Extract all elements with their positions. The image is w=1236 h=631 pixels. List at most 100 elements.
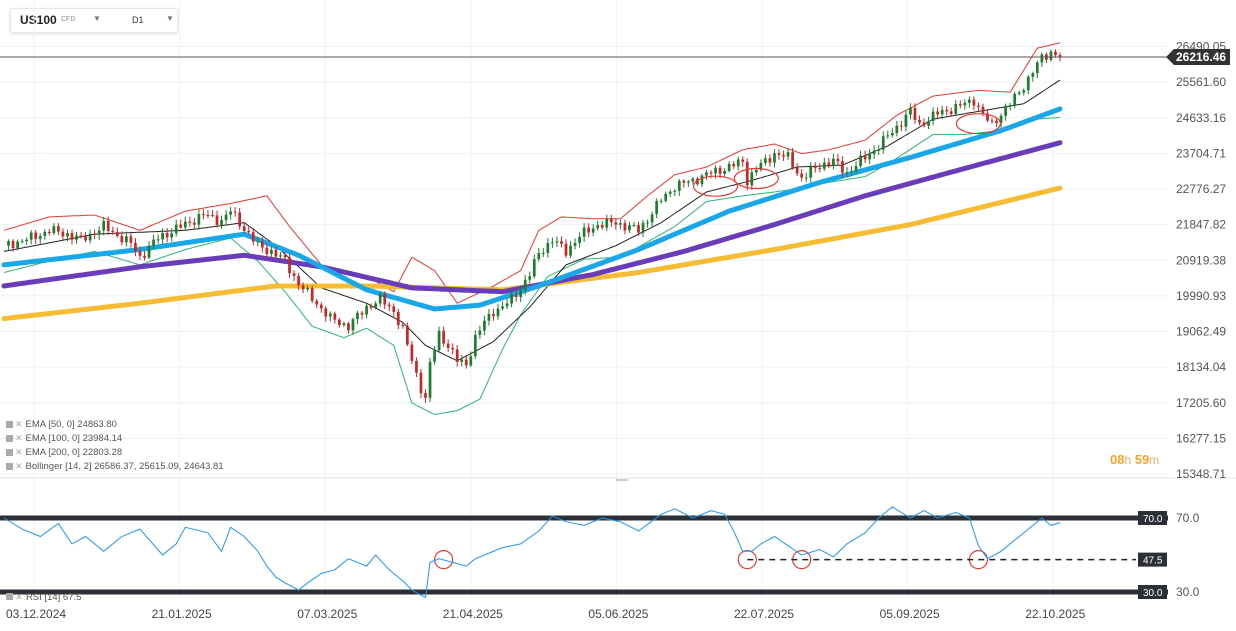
candle-body [641,222,645,233]
candle-body [1049,51,1053,60]
candle-body [714,167,717,174]
candle-body [881,136,885,150]
indicator-settings-icon[interactable] [6,463,13,470]
close-icon[interactable]: ✕ [15,447,23,457]
close-icon[interactable]: ✕ [15,433,23,443]
legend-ema200[interactable]: ✕ EMA [200, 0] 22803.28 [6,447,122,458]
candle-body [587,227,591,233]
candle-body [954,103,958,114]
indicator-settings-icon[interactable] [6,435,13,442]
candle-body [750,172,754,186]
y-tick-label: 24633.16 [1176,111,1226,125]
symbol-selector[interactable]: US100 CFD ▼ D1 ▼ [10,8,178,33]
candle-body [859,155,862,167]
candle-body [886,135,890,137]
chevron-down-icon[interactable]: ▼ [166,14,174,23]
candle-body [328,313,332,317]
close-icon[interactable]: ✕ [15,461,23,471]
rsi-level-tag: 30.0 [1143,588,1163,599]
candle-body [827,162,831,166]
candle-body [211,215,214,217]
candle-body [378,294,382,304]
candle-body [324,308,328,317]
candle-body [999,115,1003,123]
candle-body [52,226,56,234]
x-tick-label: 05.09.2025 [880,607,940,621]
candle-body [981,106,985,114]
candle-body [256,241,260,243]
candle-body [890,132,894,136]
price-tag-bg [1166,49,1230,66]
candle-body [582,227,586,237]
indicator-settings-icon[interactable] [6,449,13,456]
candle-body [854,166,858,172]
candle-body [125,236,128,243]
candle-body [972,99,976,106]
candle-body [546,242,550,254]
rsi-level-tag: 47.5 [1143,556,1163,567]
y-tick-label: 20919.38 [1176,253,1226,267]
y-tick-label: 16277.15 [1176,431,1226,445]
ema50-line [1,106,1063,312]
candle-body [591,228,595,233]
candle-body [229,211,232,215]
candle-body [614,222,618,225]
candle-body [93,233,97,235]
candle-body [43,231,47,236]
legend-bollinger[interactable]: ✕ Bollinger [14, 2] 26586.37, 25615.09, 2… [6,461,224,472]
candle-body [283,255,287,258]
candle-body [596,224,600,229]
candle-body [705,172,708,176]
legend-ema50[interactable]: ✕ EMA [50, 0] 24863.80 [6,419,117,430]
candle-body [20,241,24,243]
candle-body [460,359,464,362]
candle-body [782,154,785,157]
candle-body [428,361,432,398]
candle-body [922,122,926,126]
candle-body [836,158,840,162]
candle-body [233,211,237,213]
candle-body [111,230,115,233]
candle-body [115,232,119,236]
candle-body [202,214,205,216]
indicator-settings-icon[interactable] [6,593,13,600]
timeframe-label[interactable]: D1 [132,15,144,25]
chevron-down-icon[interactable]: ▼ [93,14,101,23]
candle-body [791,152,794,168]
indicator-settings-icon[interactable] [6,421,13,428]
candle-body [383,294,387,305]
candle-body [306,288,310,290]
candle-body [297,275,300,286]
x-tick-label: 05.06.2025 [588,607,648,621]
close-icon[interactable]: ✕ [15,592,23,603]
candle-body [977,105,980,107]
close-icon[interactable]: ✕ [15,419,23,429]
candle-body [192,222,196,225]
legend-ema100[interactable]: ✕ EMA [100, 0] 23984.14 [6,433,122,444]
annotation-circle [434,550,454,570]
candle-body [986,113,989,121]
candle-body [709,172,713,174]
candle-body [315,300,319,305]
candle-body [1035,62,1039,74]
candle-body [25,239,29,242]
candle-body [270,249,273,255]
instrument-type: CFD [61,16,76,23]
annotation-circle [737,550,757,570]
y-tick-label: 17205.60 [1176,396,1226,410]
legend-rsi[interactable]: ✕ RSI [14] 67.5 [6,592,81,603]
rsi-level-tag: 70.0 [1143,514,1163,525]
candle-body [967,99,971,103]
candle-body [356,312,359,320]
candle-body [16,241,19,249]
candle-body [687,181,690,183]
candle-body [736,159,740,167]
candle-body [632,225,636,227]
axis-labels: 26490.0525561.6024633.1623704.7122776.27… [0,40,1230,621]
candle-body [863,155,867,160]
candle-body [75,235,78,240]
candle-body [1004,105,1007,116]
candle-body [47,231,51,234]
